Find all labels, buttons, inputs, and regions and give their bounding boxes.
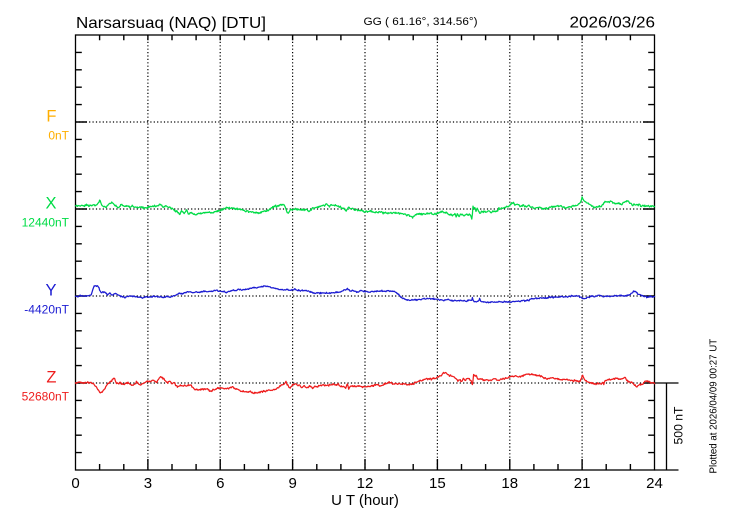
svg-text:52680nT: 52680nT xyxy=(22,390,70,404)
svg-text:-4420nT: -4420nT xyxy=(24,303,69,317)
svg-text:GG ( 61.16°, 314.56°): GG ( 61.16°, 314.56°) xyxy=(364,16,478,28)
svg-text:Z: Z xyxy=(46,369,56,387)
svg-text:15: 15 xyxy=(429,475,446,492)
svg-text:6: 6 xyxy=(216,475,224,492)
svg-text:24: 24 xyxy=(646,475,663,492)
svg-text:Y: Y xyxy=(45,282,56,300)
svg-text:F: F xyxy=(46,108,56,126)
svg-text:Plotted at 2026/04/09 00:27 UT: Plotted at 2026/04/09 00:27 UT xyxy=(709,339,720,474)
svg-text:12: 12 xyxy=(357,475,374,492)
svg-text:2026/03/26: 2026/03/26 xyxy=(570,15,656,32)
svg-text:Narsarsuaq (NAQ) [DTU]: Narsarsuaq (NAQ) [DTU] xyxy=(76,15,266,32)
svg-text:9: 9 xyxy=(288,475,296,492)
svg-text:500 nT: 500 nT xyxy=(672,406,686,444)
svg-text:0: 0 xyxy=(71,475,79,492)
svg-text:X: X xyxy=(45,195,56,213)
svg-text:3: 3 xyxy=(144,475,152,492)
svg-text:12440nT: 12440nT xyxy=(22,216,70,230)
svg-text:0nT: 0nT xyxy=(48,129,69,143)
svg-text:18: 18 xyxy=(501,475,518,492)
svg-text:U T (hour): U T (hour) xyxy=(331,492,399,509)
svg-text:21: 21 xyxy=(574,475,591,492)
